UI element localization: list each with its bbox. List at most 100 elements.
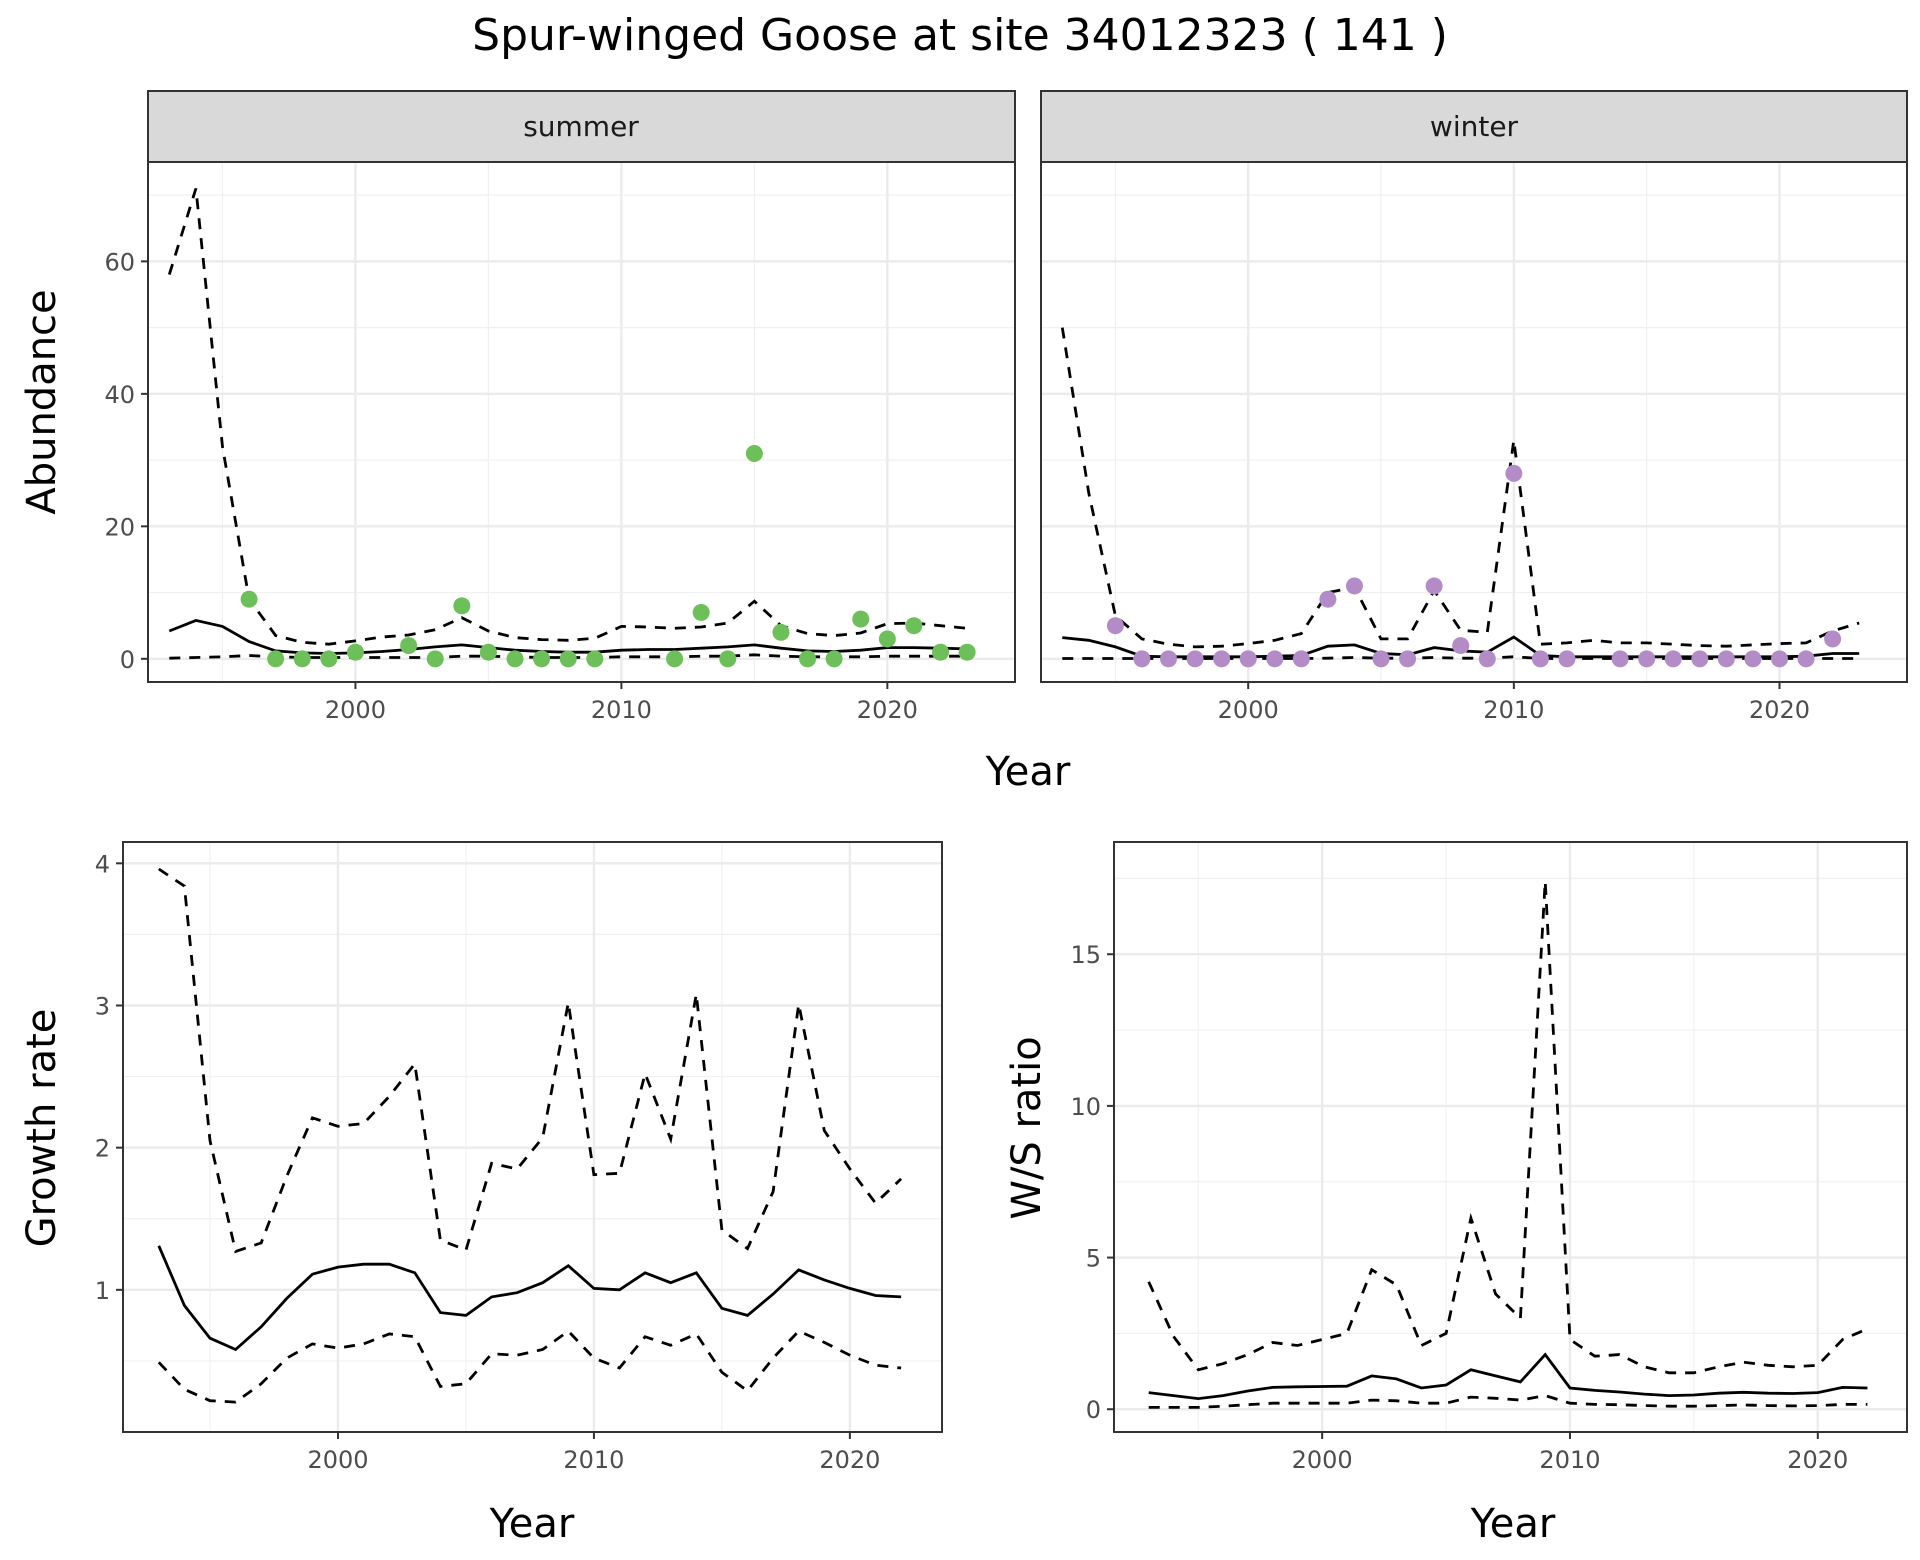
winter-observed-point (1106, 617, 1124, 635)
ws-ratio-lower-line (1148, 1394, 1868, 1409)
winter-observed-point (1638, 650, 1656, 668)
winter-observed-point (1239, 650, 1257, 668)
summer-y-tick-label: 40 (104, 381, 135, 409)
winter-strip (1040, 90, 1908, 163)
ws-ratio-x-tick-label: 2020 (1787, 1446, 1848, 1474)
winter-observed-point (1292, 650, 1310, 668)
growth-rate-y-tick-label: 1 (95, 1277, 110, 1305)
growth-rate-lower-line (157, 1329, 902, 1404)
summer-observed-point (878, 630, 896, 648)
growth-rate-y-tick-label: 2 (95, 1135, 110, 1163)
growth-rate-panel: Growth rate Year 2000 2010 2020 1 2 3 4 (19, 841, 943, 1547)
winter-x-tick-label: 2000 (1218, 696, 1279, 724)
winter-upper-line (1060, 327, 1860, 649)
winter-observed-point (1558, 650, 1576, 668)
summer-observed-point (666, 650, 684, 668)
summer-observed-point (799, 650, 817, 668)
growth-rate-panel-border (122, 841, 943, 1433)
ws-ratio-y-tick-label: 10 (1070, 1093, 1101, 1121)
summer-x-tick-label: 2010 (591, 696, 652, 724)
winter-x-tick-label: 2020 (1749, 696, 1810, 724)
winter-observed-point (1531, 650, 1549, 668)
winter-observed-point (1213, 650, 1231, 668)
summer-strip-label: summer (523, 110, 639, 143)
summer-observed-point (533, 650, 551, 668)
summer-plot-area: 2000 2010 2020 0 20 40 60 (104, 161, 1016, 724)
winter-observed-point (1478, 650, 1496, 668)
winter-observed-point (1266, 650, 1284, 668)
ws-ratio-x-tick-label: 2010 (1539, 1446, 1600, 1474)
winter-observed-point (1797, 650, 1815, 668)
growth-rate-y-axis-title: Growth rate (19, 1009, 65, 1248)
summer-observed-point (506, 650, 524, 668)
growth-rate-x-axis-title: Year (489, 1501, 575, 1547)
ws-ratio-panel: W/S ratio Year 2000 2010 2020 0 5 10 15 (1004, 841, 1908, 1547)
summer-y-tick-label: 20 (104, 513, 135, 541)
winter-observed-point (1452, 637, 1470, 655)
winter-x-tick-label: 2010 (1483, 696, 1544, 724)
ws-ratio-x-axis-title: Year (1470, 1501, 1556, 1547)
ws-ratio-y-tick-label: 0 (1086, 1396, 1101, 1424)
summer-observed-point (426, 650, 444, 668)
summer-y-tick-label: 60 (104, 248, 135, 276)
growth-rate-x-tick-label: 2010 (563, 1446, 624, 1474)
winter-panel-border (1040, 161, 1908, 683)
winter-observed-point (1770, 650, 1788, 668)
summer-observed-point (293, 650, 311, 668)
summer-observed-point (719, 650, 737, 668)
abundance-x-axis-title: Year (985, 749, 1071, 795)
winter-observed-point (1717, 650, 1735, 668)
figure-title: Spur-winged Goose at site 34012323 ( 141… (472, 10, 1448, 61)
ws-ratio-y-tick-label: 15 (1070, 941, 1101, 969)
winter-observed-point (1372, 650, 1390, 668)
growth-rate-upper-line (158, 867, 903, 1254)
winter-observed-point (1133, 650, 1151, 668)
growth-rate-y-tick-label: 4 (95, 850, 110, 878)
summer-x-tick-label: 2000 (325, 696, 386, 724)
summer-observed-point (905, 617, 923, 635)
summer-observed-point (400, 637, 418, 655)
winter-observed-point (1505, 464, 1523, 482)
summer-observed-point (825, 650, 843, 668)
growth-rate-plot-area: 2000 2010 2020 1 2 3 4 (95, 841, 943, 1474)
summer-observed-point (267, 650, 285, 668)
summer-observed-point (240, 590, 258, 608)
ws-ratio-y-axis-title: W/S ratio (1004, 1036, 1050, 1219)
summer-observed-point (932, 643, 950, 661)
ws-ratio-estimate-line (1148, 1352, 1868, 1401)
abundance-y-axis-title: Abundance (19, 289, 65, 514)
winter-panel: winter 2000 2010 2020 (1040, 90, 1908, 724)
ws-ratio-plot-area: 2000 2010 2020 0 5 10 15 (1070, 841, 1908, 1474)
growth-rate-x-tick-label: 2000 (307, 1446, 368, 1474)
summer-observed-point (692, 603, 710, 621)
summer-panel: summer 2000 2010 2020 0 20 40 60 (104, 90, 1016, 724)
winter-observed-point (1664, 650, 1682, 668)
winter-strip-label: winter (1430, 110, 1519, 143)
summer-observed-point (479, 643, 497, 661)
ws-ratio-panel-border (1113, 841, 1908, 1433)
winter-observed-point (1611, 650, 1629, 668)
summer-upper-line (167, 188, 968, 646)
winter-observed-point (1160, 650, 1178, 668)
winter-observed-point (1691, 650, 1709, 668)
summer-y-tick-label: 0 (120, 646, 135, 674)
summer-observed-point (320, 650, 338, 668)
winter-observed-point (1399, 650, 1417, 668)
ws-ratio-y-tick-label: 5 (1086, 1245, 1101, 1273)
summer-observed-point (772, 623, 790, 641)
summer-observed-point (958, 643, 976, 661)
ws-ratio-x-tick-label: 2000 (1292, 1446, 1353, 1474)
winter-observed-point (1186, 650, 1204, 668)
summer-observed-point (559, 650, 577, 668)
summer-observed-point (586, 650, 604, 668)
winter-plot-area: 2000 2010 2020 (1040, 161, 1908, 724)
summer-panel-border (147, 161, 1016, 683)
summer-observed-point (852, 610, 870, 628)
growth-rate-estimate-line (157, 1245, 902, 1352)
winter-observed-point (1345, 577, 1363, 595)
summer-strip (147, 90, 1016, 163)
winter-observed-point (1425, 577, 1443, 595)
summer-observed-point (346, 643, 364, 661)
ws-ratio-upper-line (1147, 881, 1868, 1375)
